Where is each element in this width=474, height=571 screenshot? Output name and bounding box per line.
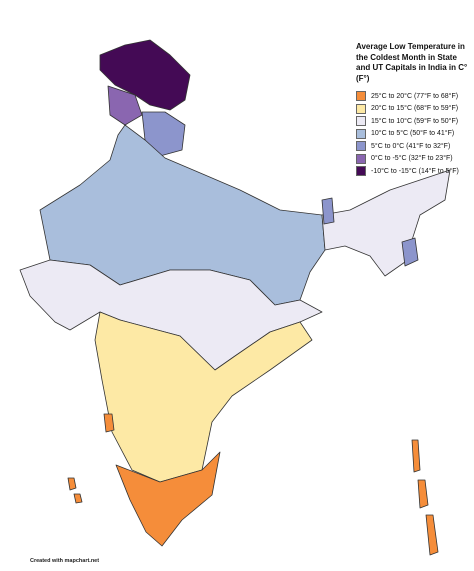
- legend-label: 15°C to 10°C (59°F to 50°F): [371, 117, 459, 125]
- legend-item: 25°C to 20°C (77°F to 68°F): [356, 90, 468, 103]
- legend-items: 25°C to 20°C (77°F to 68°F) 20°C to 15°C …: [356, 90, 468, 178]
- region: [321, 169, 451, 277]
- credit: Created with mapchart.net: [30, 558, 100, 564]
- region: [321, 197, 335, 225]
- legend-swatch: [356, 153, 366, 164]
- region: [115, 451, 221, 547]
- legend-item: 20°C to 15°C (68°F to 59°F): [356, 103, 468, 116]
- region: [73, 493, 83, 504]
- region: [425, 514, 439, 556]
- legend-title: Average Low Temperature in the Coldest M…: [356, 42, 468, 83]
- legend-label: 20°C to 15°C (68°F to 59°F): [371, 105, 459, 113]
- region: [411, 439, 421, 473]
- legend-item: 10°C to 5°C (50°F to 41°F): [356, 128, 468, 141]
- legend-label: 5°C to 0°C (41°F to 32°F): [371, 142, 451, 150]
- legend-label: 0°C to -5°C (32°F to 23°F): [371, 155, 453, 163]
- legend-item: 15°C to 10°C (59°F to 50°F): [356, 115, 468, 128]
- legend-swatch: [356, 91, 366, 102]
- legend: Average Low Temperature in the Coldest M…: [356, 42, 468, 178]
- legend-label: -10°C to -15°C (14°F to 5°F): [371, 167, 459, 175]
- region: [67, 477, 77, 491]
- region: [401, 237, 419, 267]
- legend-item: 0°C to -5°C (32°F to 23°F): [356, 153, 468, 166]
- region: [417, 479, 429, 509]
- legend-swatch: [356, 141, 366, 152]
- legend-item: 5°C to 0°C (41°F to 32°F): [356, 140, 468, 153]
- legend-label: 10°C to 5°C (50°F to 41°F): [371, 130, 455, 138]
- region: [107, 85, 143, 126]
- legend-swatch: [356, 128, 366, 139]
- legend-swatch: [356, 116, 366, 127]
- region: [94, 311, 313, 483]
- region: [103, 413, 115, 433]
- legend-label: 25°C to 20°C (77°F to 68°F): [371, 92, 459, 100]
- legend-swatch: [356, 166, 366, 177]
- legend-item: -10°C to -15°C (14°F to 5°F): [356, 165, 468, 178]
- region: [99, 39, 191, 111]
- legend-swatch: [356, 103, 366, 114]
